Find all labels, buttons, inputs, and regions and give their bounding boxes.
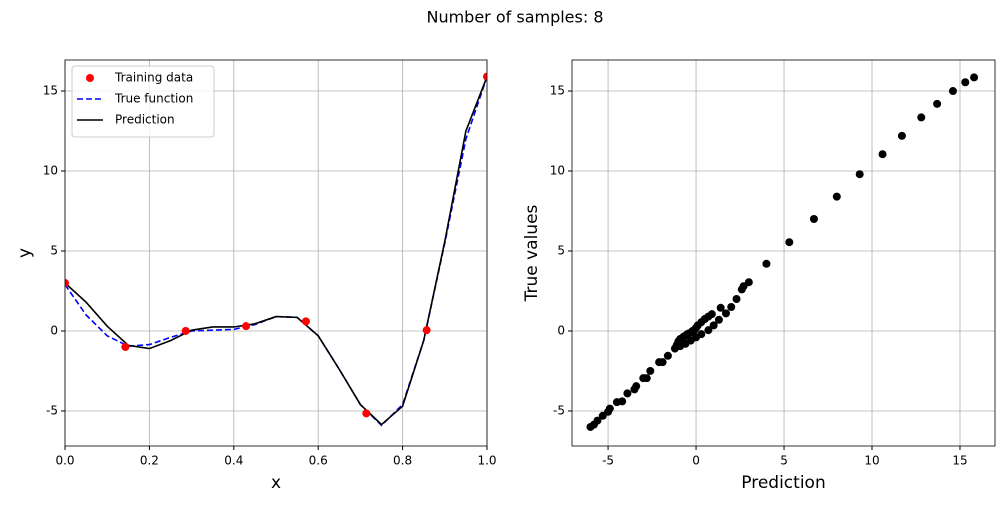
data-point (732, 294, 741, 303)
line-series (65, 76, 487, 426)
data-point (855, 170, 864, 179)
y-tick-label: -5 (46, 403, 58, 417)
data-point (422, 326, 431, 335)
data-point (709, 321, 718, 330)
x-tick-label: 0.0 (55, 454, 74, 468)
data-point (362, 409, 371, 418)
data-point (744, 278, 753, 287)
y-axis-label: y (15, 248, 35, 258)
x-tick-label: 1.0 (477, 454, 496, 468)
x-tick-label: -5 (602, 454, 614, 468)
data-point (948, 87, 957, 96)
data-point (809, 215, 818, 224)
x-axis-label: x (271, 473, 281, 493)
x-tick-label: 0 (692, 454, 700, 468)
y-tick-label: 15 (43, 84, 58, 98)
plot-area (65, 72, 487, 427)
y-tick-label: 10 (550, 164, 565, 178)
x-tick-label: 15 (952, 454, 967, 468)
data-point (933, 99, 942, 108)
data-point (878, 150, 887, 159)
data-point (632, 382, 641, 391)
axes-frame (64, 59, 488, 447)
x-tick-label: 0.8 (393, 454, 412, 468)
y-tick-label: 5 (557, 244, 565, 258)
y-tick-label: 15 (550, 84, 565, 98)
data-point (897, 131, 906, 140)
data-point (704, 326, 713, 335)
figure-title: Number of samples: 8 (426, 8, 603, 27)
y-axis-label: True values (522, 204, 542, 302)
data-point (593, 416, 602, 425)
legend-label: Training data (114, 71, 193, 85)
data-point (697, 330, 706, 339)
data-point (917, 113, 926, 122)
data-point (727, 302, 736, 311)
legend-marker (86, 74, 94, 82)
data-point (785, 238, 794, 247)
data-point (623, 389, 632, 398)
data-point (301, 317, 310, 326)
y-tick-label: -5 (553, 403, 565, 417)
x-tick-label: 0.2 (140, 454, 159, 468)
y-tick-label: 10 (43, 164, 58, 178)
data-point (707, 310, 716, 319)
data-point (762, 259, 771, 268)
x-axis-label: Prediction (741, 473, 825, 493)
data-point (961, 78, 970, 87)
x-tick-label: 10 (864, 454, 879, 468)
data-point (721, 309, 730, 318)
axes-frame (571, 59, 996, 447)
data-point (832, 192, 841, 201)
x-tick-label: 5 (780, 454, 788, 468)
data-point (65, 278, 69, 287)
x-tick-label: 0.6 (309, 454, 328, 468)
y-tick-label: 0 (557, 323, 565, 337)
x-tick-label: 0.4 (224, 454, 243, 468)
y-tick-label: 0 (50, 323, 58, 337)
legend-label: True function (114, 92, 193, 106)
y-tick-label: 5 (50, 244, 58, 258)
data-point (483, 72, 487, 81)
data-point (618, 397, 627, 406)
data-point (714, 315, 723, 324)
data-point (716, 303, 725, 312)
data-point (605, 404, 614, 413)
data-point (658, 358, 667, 367)
data-point (242, 322, 251, 331)
legend-label: Prediction (115, 113, 175, 127)
data-point (181, 326, 190, 335)
data-point (121, 342, 130, 351)
data-point (663, 351, 672, 360)
data-point (970, 73, 979, 82)
plot-area (586, 73, 979, 431)
data-point (642, 374, 651, 383)
legend-box (71, 65, 215, 138)
data-point (646, 366, 655, 375)
